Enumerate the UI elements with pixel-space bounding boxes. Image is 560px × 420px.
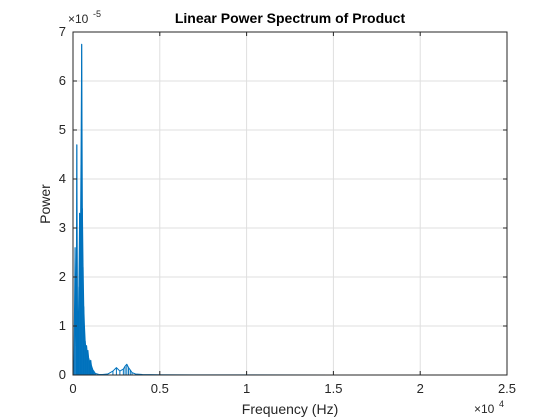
y-tick-label: 2 [59, 269, 66, 284]
x-tick-label: 0.5 [151, 381, 169, 396]
x-axis-label: Frequency (Hz) [242, 401, 338, 417]
x-exponent-label: ×10 4 [474, 399, 504, 416]
y-tick-label: 5 [59, 122, 66, 137]
y-tick-label: 0 [59, 367, 66, 382]
y-exponent-power: -5 [93, 9, 101, 19]
y-tick-label: 1 [59, 318, 66, 333]
y-exponent-label: ×10 -5 [68, 9, 101, 26]
x-tick-label: 1 [243, 381, 250, 396]
x-tick-label: 1.5 [324, 381, 342, 396]
plot-area [73, 32, 507, 375]
y-exponent-base: ×10 [68, 12, 89, 26]
x-exponent-power: 4 [499, 399, 504, 409]
x-tick-label: 2 [417, 381, 424, 396]
x-exponent-base: ×10 [474, 402, 495, 416]
y-tick-label: 6 [59, 73, 66, 88]
chart-title: Linear Power Spectrum of Product [175, 10, 406, 26]
x-tick-label: 0 [69, 381, 76, 396]
y-tick-label: 4 [59, 171, 66, 186]
y-tick-label: 3 [59, 220, 66, 235]
x-tick-label: 2.5 [498, 381, 516, 396]
y-tick-label: 7 [59, 24, 66, 39]
y-axis-label: Power [37, 184, 53, 224]
